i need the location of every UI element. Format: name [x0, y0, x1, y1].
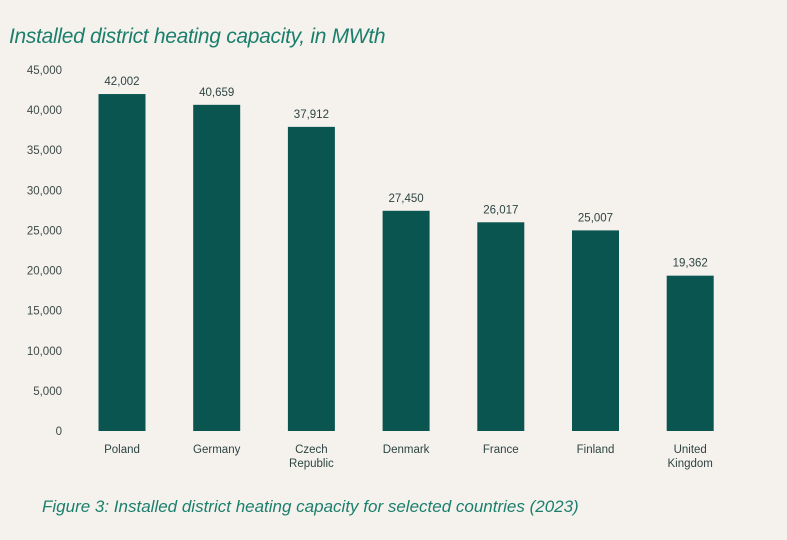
y-tick-label: 5,000 — [33, 386, 62, 398]
bar — [382, 210, 430, 431]
data-label: 25,007 — [578, 212, 613, 224]
x-tick-label: Germany — [193, 444, 241, 456]
x-tick-label: Czech Republic — [289, 444, 334, 470]
bar — [477, 222, 525, 431]
y-tick-label: 30,000 — [27, 185, 62, 197]
y-tick-label: 15,000 — [27, 306, 62, 318]
bar — [98, 94, 146, 431]
y-tick-label: 35,000 — [27, 145, 62, 157]
bar — [287, 126, 335, 431]
y-tick-label: 45,000 — [27, 65, 62, 77]
figure-caption: Figure 3: Installed district heating cap… — [42, 497, 579, 516]
data-label: 37,912 — [294, 109, 329, 121]
x-tick-label: Finland — [577, 444, 615, 456]
y-tick-label: 0 — [56, 426, 62, 438]
x-tick-label: Denmark — [383, 444, 430, 456]
y-tick-label: 25,000 — [27, 225, 62, 237]
bar — [666, 275, 714, 431]
data-label: 27,450 — [389, 193, 424, 205]
y-tick-label: 10,000 — [27, 346, 62, 358]
data-label: 42,002 — [104, 76, 139, 88]
y-tick-label: 40,000 — [27, 105, 62, 117]
x-tick-label: United Kingdom — [668, 444, 713, 470]
x-tick-label: France — [483, 444, 519, 456]
data-label: 40,659 — [199, 87, 234, 99]
chart-title: Installed district heating capacity, in … — [9, 25, 386, 48]
bar — [193, 104, 241, 431]
data-label: 19,362 — [673, 258, 708, 270]
y-tick-label: 20,000 — [27, 266, 62, 278]
data-label: 26,017 — [483, 204, 518, 216]
x-tick-label: Poland — [104, 444, 140, 456]
bar — [572, 230, 619, 431]
